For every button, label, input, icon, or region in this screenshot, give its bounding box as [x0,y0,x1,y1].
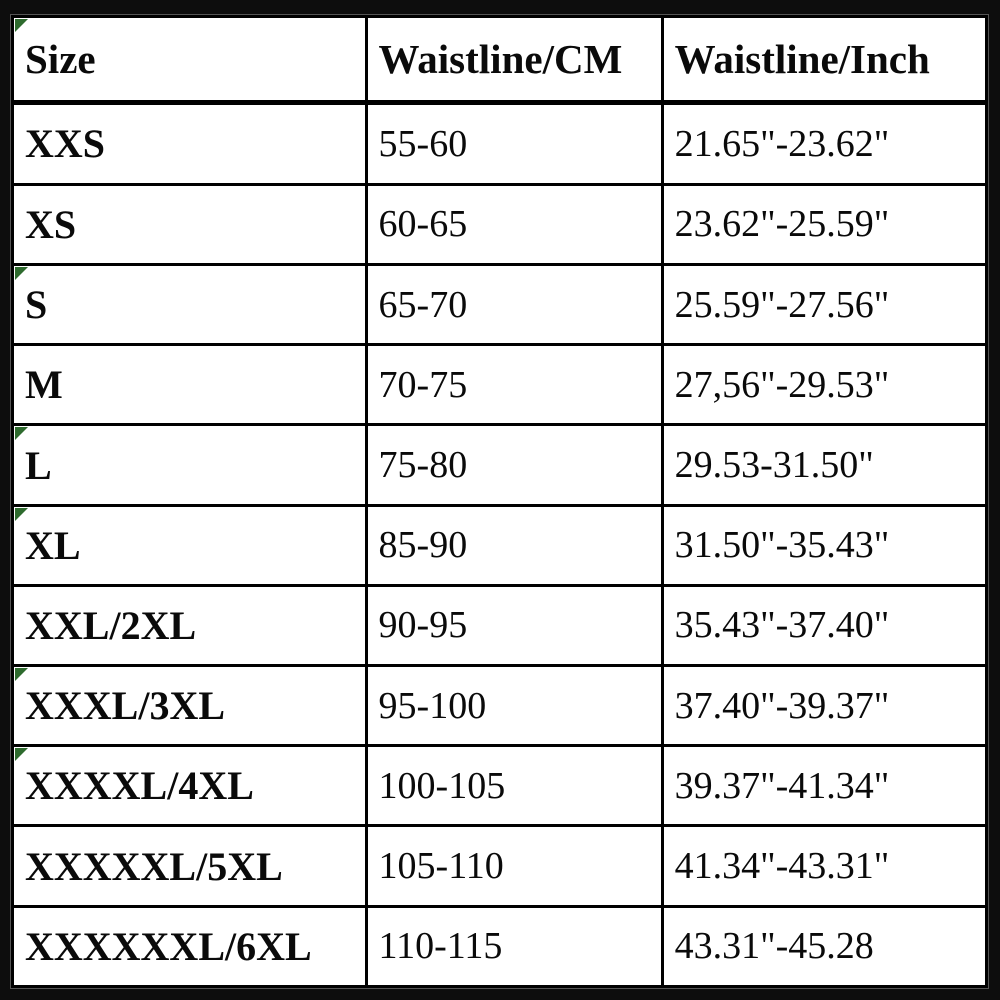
cm-cell: 90-95 [364,583,664,668]
inch-cell: 29.53-31.50" [660,423,989,507]
table-row: S 65-70 25.59"-27.56" [11,263,989,347]
cm-value: 55-60 [378,122,468,165]
size-value: M [25,362,63,408]
cm-cell: 85-90 [364,503,664,587]
size-cell: S [11,263,368,347]
cm-cell: 105-110 [364,824,664,908]
table-header: Size Waistline/CM Waistline/Inch [11,15,989,105]
size-cell: XXXXL/4XL [11,744,368,828]
header-label-waistline-cm: Waistline/CM [378,36,623,82]
size-value: XL [25,522,81,568]
table-row: XL 85-90 31.50"-35.43" [11,503,989,587]
size-value: XXXXXL/5XL [25,843,283,889]
inch-value: 37.40"-39.37" [674,684,890,727]
size-value: XXL/2XL [25,602,197,648]
cm-cell: 55-60 [364,101,664,186]
cm-value: 90-95 [378,604,468,647]
table-row: XXXXL/4XL 100-105 39.37"-41.34" [11,744,989,828]
size-cell: XXXXXXL/6XL [11,904,368,989]
table-row: XXS 55-60 21.65"-23.62" [11,101,989,186]
cm-value: 85-90 [378,524,468,567]
header-cell-waistline-inch: Waistline/Inch [660,15,989,105]
header-label-size: Size [25,36,96,82]
header-cell-waistline-cm: Waistline/CM [364,15,664,105]
size-cell: XXL/2XL [11,583,368,668]
green-corner-marker-icon [15,427,28,441]
inch-cell: 37.40"-39.37" [660,664,989,748]
size-value: L [25,442,52,488]
cm-value: 105-110 [378,845,504,888]
inch-value: 27,56"-29.53" [674,363,890,406]
cm-value: 65-70 [378,283,468,326]
green-corner-marker-icon [15,508,28,521]
inch-value: 43.31"-45.28 [674,925,874,968]
size-value: XXXXL/4XL [25,763,254,809]
green-corner-marker-icon [15,668,28,682]
inch-value: 23.62"-25.59" [674,203,890,246]
size-cell: M [11,343,368,427]
size-value: XXXL/3XL [25,683,226,729]
green-corner-marker-icon [15,267,28,281]
size-value: XXXXXXL/6XL [25,923,312,969]
size-value: XS [25,201,77,247]
inch-cell: 31.50"-35.43" [660,503,989,587]
size-chart-table: Size Waistline/CM Waistline/Inch XXS 55-6… [11,15,989,989]
inch-cell: 23.62"-25.59" [660,182,989,267]
cm-value: 75-80 [378,444,468,487]
cm-cell: 100-105 [364,744,664,828]
cm-value: 70-75 [378,363,468,406]
table-row: XXXXXL/5XL 105-110 41.34"-43.31" [11,824,989,908]
cm-value: 95-100 [378,684,487,727]
header-label-waistline-inch: Waistline/Inch [674,36,930,82]
size-cell: XL [11,503,368,587]
cm-value: 110-115 [378,925,503,968]
cm-cell: 110-115 [364,904,664,989]
inch-cell: 27,56"-29.53" [660,343,989,427]
table-row: XS 60-65 23.62"-25.59" [11,182,989,267]
size-chart-frame: Size Waistline/CM Waistline/Inch XXS 55-6… [11,15,989,989]
cm-cell: 75-80 [364,423,664,507]
header-cell-size: Size [11,15,368,105]
size-cell: L [11,423,368,507]
size-cell: XS [11,182,368,267]
size-cell: XXS [11,101,368,186]
size-cell: XXXXXL/5XL [11,824,368,908]
inch-cell: 25.59"-27.56" [660,263,989,347]
inch-value: 21.65"-23.62" [674,122,890,165]
cm-cell: 70-75 [364,343,664,427]
inch-cell: 41.34"-43.31" [660,824,989,908]
inch-value: 29.53-31.50" [674,444,874,487]
size-value: S [25,282,48,328]
size-cell: XXXL/3XL [11,664,368,748]
cm-cell: 95-100 [364,664,664,748]
size-value: XXS [25,121,106,167]
table-row: M 70-75 27,56"-29.53" [11,343,989,427]
cm-value: 60-65 [378,203,468,246]
table-row: L 75-80 29.53-31.50" [11,423,989,507]
green-corner-marker-icon [15,19,28,32]
table-row: XXXXXXL/6XL 110-115 43.31"-45.28 [11,904,989,989]
header-row: Size Waistline/CM Waistline/Inch [11,15,989,105]
inch-value: 39.37"-41.34" [674,764,890,807]
inch-cell: 39.37"-41.34" [660,744,989,828]
inch-value: 25.59"-27.56" [674,283,890,326]
cm-value: 100-105 [378,764,506,807]
inch-value: 41.34"-43.31" [674,845,890,888]
cm-cell: 65-70 [364,263,664,347]
inch-cell: 21.65"-23.62" [660,101,989,186]
inch-value: 31.50"-35.43" [674,524,890,567]
table-row: XXXL/3XL 95-100 37.40"-39.37" [11,664,989,748]
cm-cell: 60-65 [364,182,664,267]
table-row: XXL/2XL 90-95 35.43"-37.40" [11,583,989,668]
table-body: XXS 55-60 21.65"-23.62" XS 60-65 23.62"-25.59… [11,101,989,989]
inch-value: 35.43"-37.40" [674,604,890,647]
inch-cell: 35.43"-37.40" [660,583,989,668]
green-corner-marker-icon [15,748,28,762]
inch-cell: 43.31"-45.28 [660,904,989,989]
